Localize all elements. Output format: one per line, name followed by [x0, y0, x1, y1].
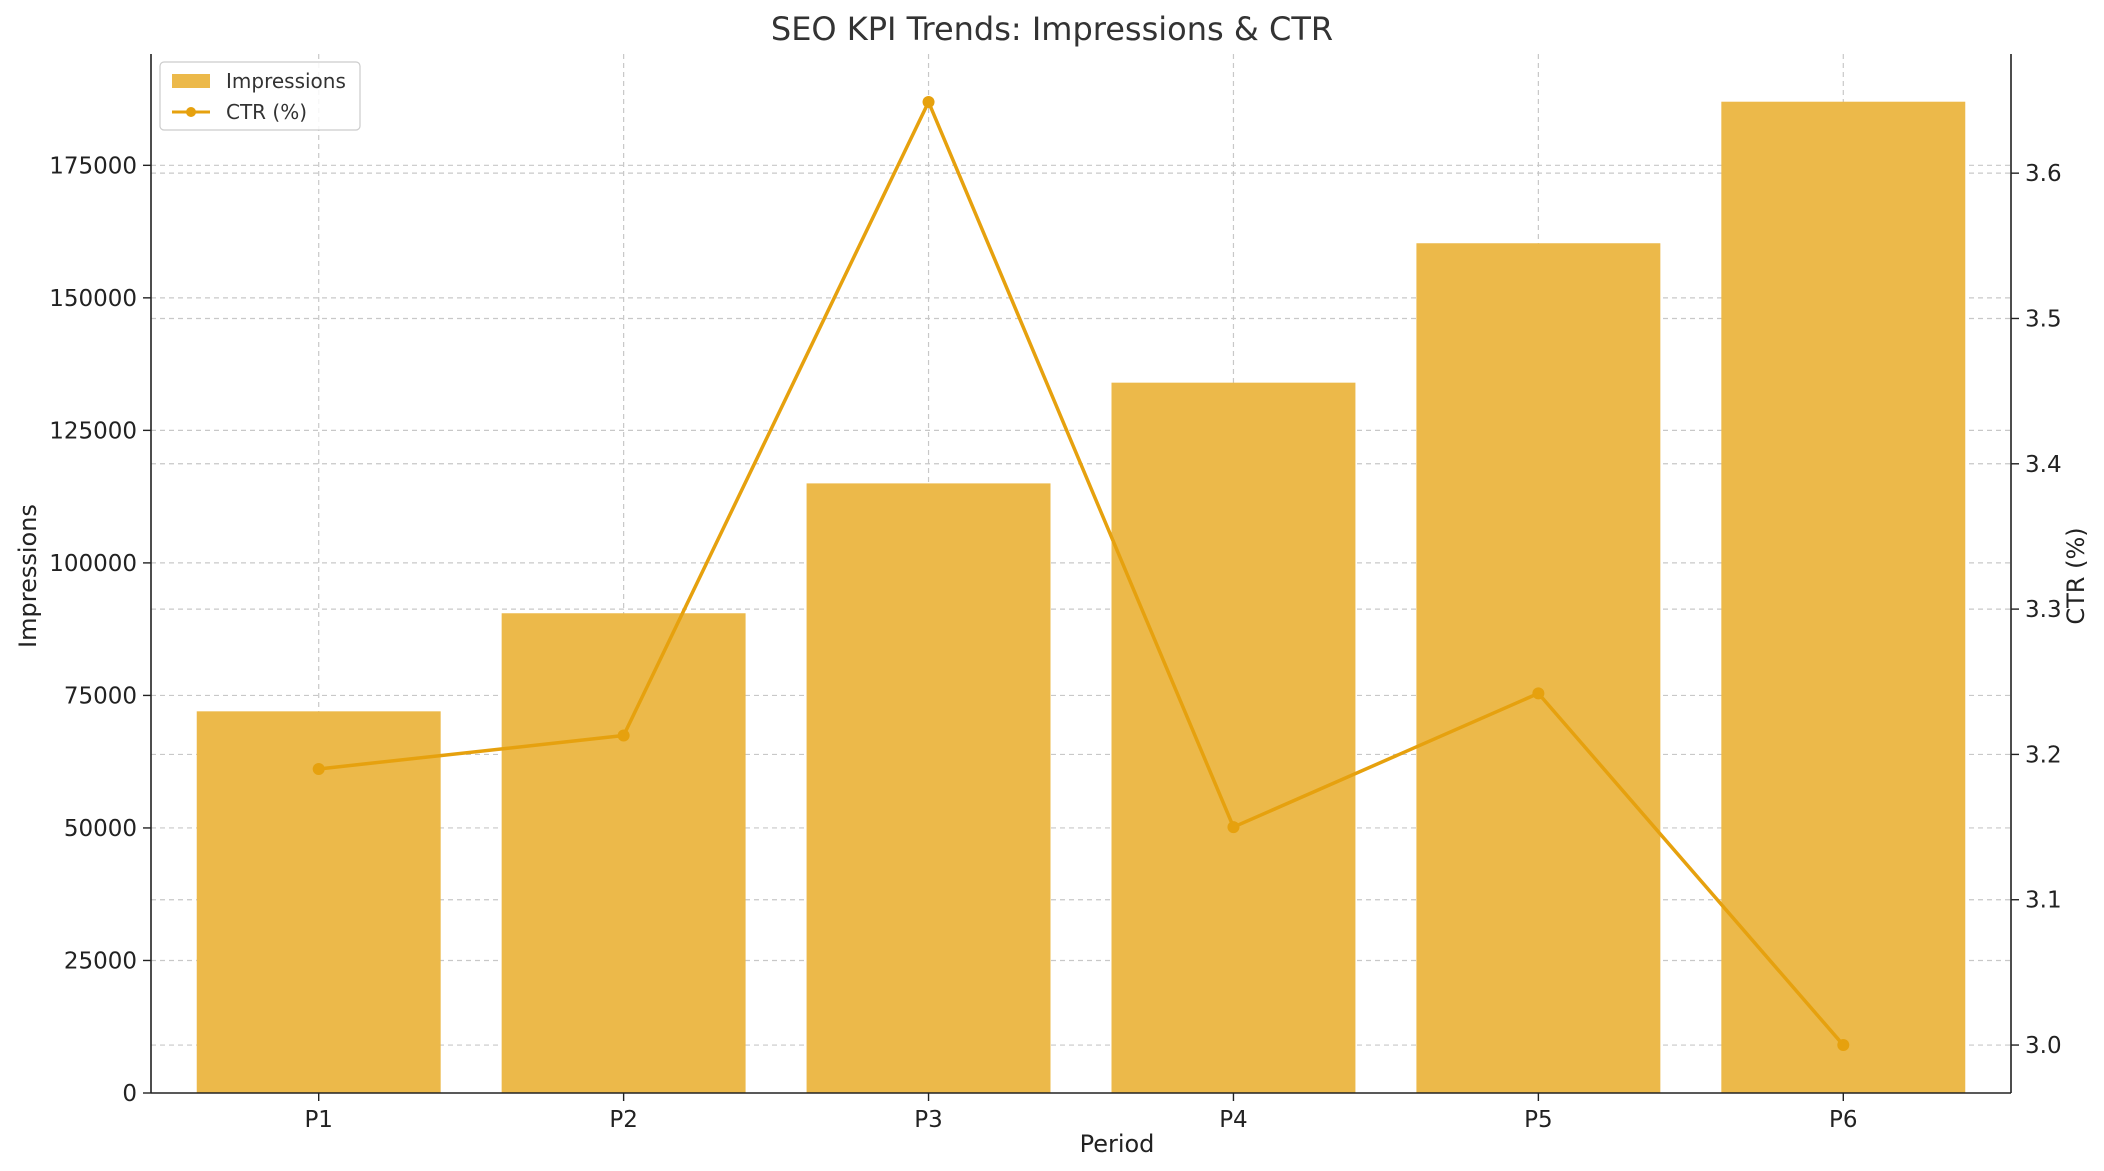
y-tick-label: 0 — [122, 1081, 137, 1107]
y2-axis-label: CTR (%) — [2062, 527, 2090, 624]
x-tick-label: P2 — [609, 1107, 638, 1133]
x-tick-label: P5 — [1524, 1107, 1553, 1133]
bar-impressions — [1111, 382, 1356, 1093]
bar-impressions — [806, 483, 1051, 1093]
y2-tick-label: 3.2 — [2025, 742, 2062, 768]
point-ctr — [312, 762, 325, 775]
y-tick-label: 125000 — [49, 418, 137, 444]
bar-impressions — [1416, 243, 1661, 1093]
legend-swatch-ctr-marker — [186, 107, 196, 117]
y-tick-label: 100000 — [49, 551, 137, 577]
point-ctr — [617, 729, 630, 742]
y2-tick-label: 3.4 — [2025, 452, 2062, 478]
point-ctr — [1837, 1039, 1850, 1052]
axes-layer — [150, 54, 2012, 1094]
x-tick-label: P1 — [304, 1107, 333, 1133]
y-tick-label: 50000 — [64, 816, 137, 842]
y-axis-label: Impressions — [14, 504, 42, 648]
y2-tick-label: 3.6 — [2025, 161, 2062, 187]
x-tick-label: P4 — [1219, 1107, 1248, 1133]
point-ctr — [1227, 821, 1240, 834]
y2-tick-label: 3.3 — [2025, 597, 2062, 623]
point-ctr — [1532, 687, 1545, 700]
line-ctr — [318, 100, 1845, 1047]
y-tick-label: 150000 — [49, 286, 137, 312]
legend-label-ctr: CTR (%) — [226, 100, 307, 124]
y2-tick-label: 3.5 — [2025, 306, 2062, 332]
point-ctr — [922, 95, 935, 108]
bar-impressions — [501, 613, 746, 1093]
x-axis-label: Period — [1080, 1130, 1155, 1158]
y2-tick-label: 3.1 — [2025, 888, 2062, 914]
legend-label-impressions: Impressions — [226, 69, 346, 93]
y2-tick-label: 3.0 — [2025, 1033, 2062, 1059]
bar-impressions — [1721, 101, 1966, 1094]
line-layer — [312, 95, 1850, 1052]
ticks-layer: P1 P2 P3 P4 P5 P6 0 25000 50000 75000 100000 125000… — [49, 153, 2061, 1133]
y-tick-label: 25000 — [64, 948, 137, 974]
bar-layer — [196, 101, 1966, 1094]
y-tick-label: 75000 — [64, 683, 137, 709]
legend: Impressions CTR (%) — [159, 61, 361, 131]
y-tick-label: 175000 — [49, 153, 137, 179]
x-tick-label: P3 — [914, 1107, 943, 1133]
x-tick-label: P6 — [1829, 1107, 1858, 1133]
grid-layer — [151, 54, 2011, 1093]
chart-title: SEO KPI Trends: Impressions & CTR — [771, 10, 1333, 48]
legend-swatch-impressions — [172, 74, 210, 88]
